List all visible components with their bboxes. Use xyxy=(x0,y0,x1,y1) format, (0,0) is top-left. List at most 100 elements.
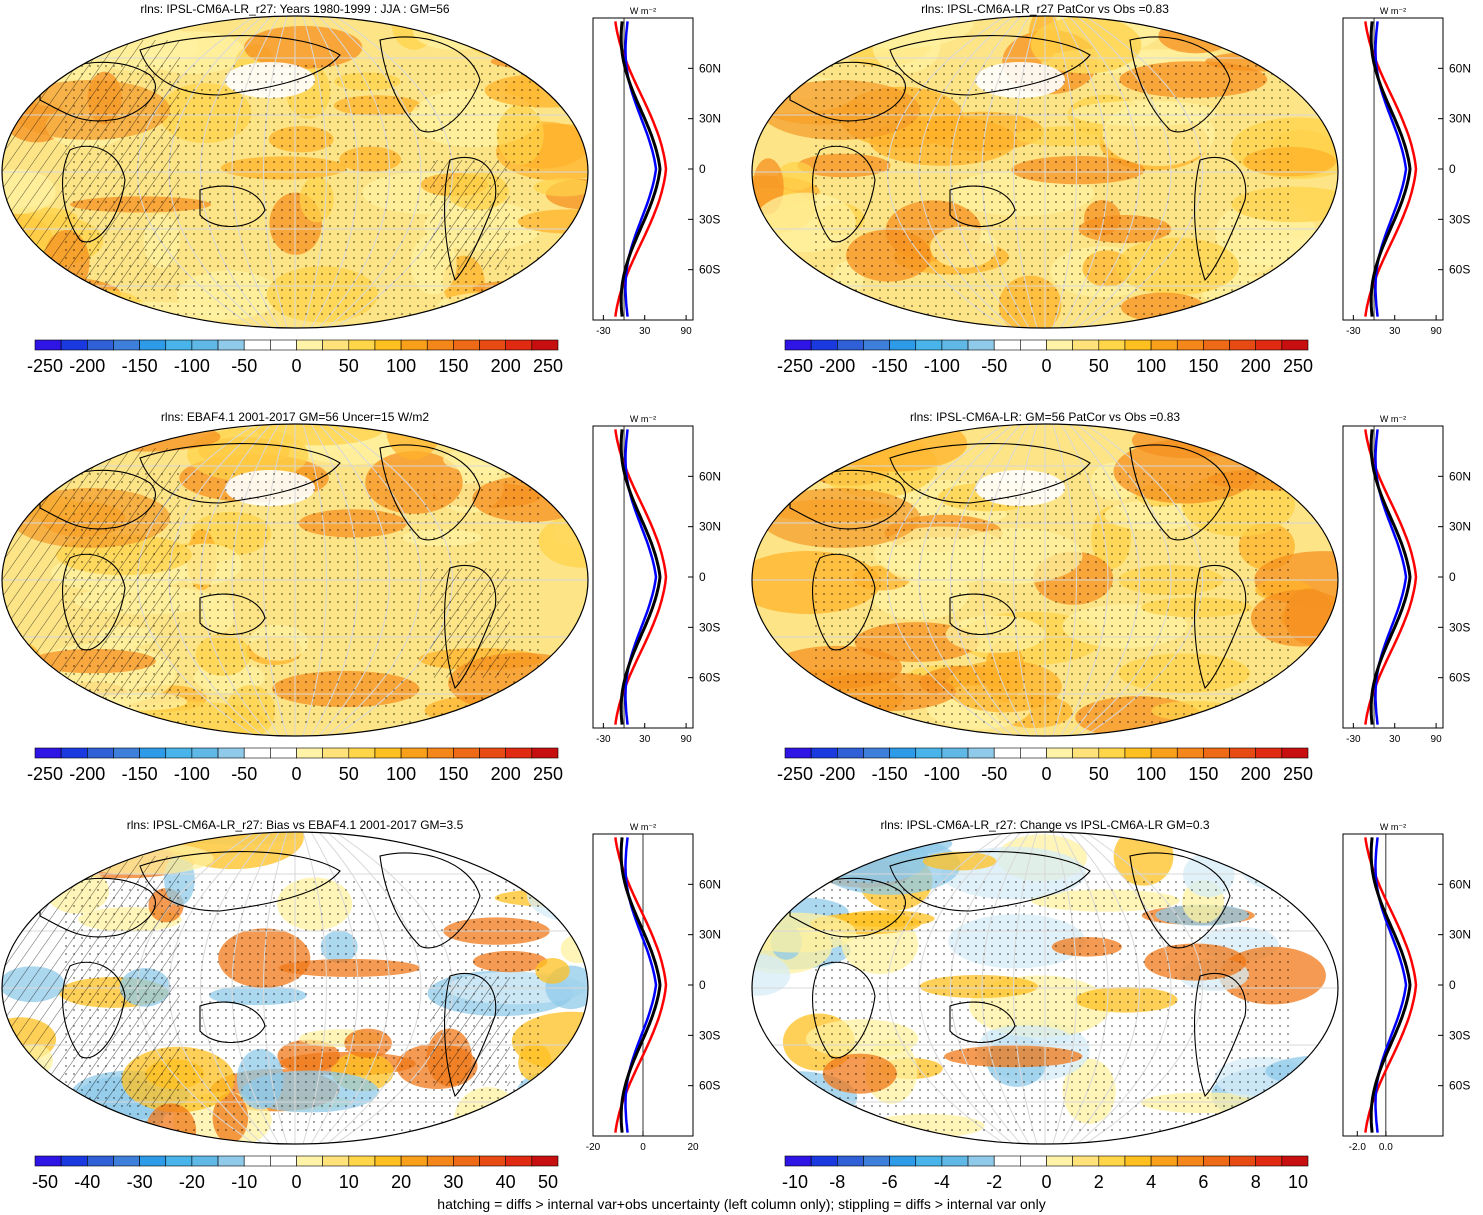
colorbar-tick-label: -10 xyxy=(782,1172,808,1192)
zonal-profile: W m⁻² 60N 30N 0 30S 60S -30 30 90 xyxy=(1342,414,1471,745)
lat-tick-label: 30N xyxy=(699,520,721,534)
world-map xyxy=(752,832,1338,1144)
lat-tick-label: 60N xyxy=(699,61,721,75)
colorbar-tick-label: -250 xyxy=(27,356,63,376)
profile-x-tick-label: 0.0 xyxy=(1379,1142,1393,1153)
profile-x-tick-label: 20 xyxy=(687,1142,699,1153)
lat-tick-label: 30N xyxy=(1449,520,1471,534)
lat-tick-label: 60N xyxy=(1449,469,1471,483)
panel-title: rlns: IPSL-CM6A-LR: GM=56 PatCor vs Obs … xyxy=(909,410,1181,424)
profile-x-tick-label: 90 xyxy=(1431,326,1443,337)
lat-tick-label: 0 xyxy=(699,978,706,992)
profile-unit-label: W m⁻² xyxy=(630,6,656,16)
lat-tick-label: 30N xyxy=(699,928,721,942)
colorbar: -250 -200 -150 -100 -50 0 50 100 150 200 250 xyxy=(777,339,1313,376)
lat-tick-label: 0 xyxy=(1449,570,1456,584)
profile-x-tick-label: 0 xyxy=(640,1142,646,1153)
obs-profile-line xyxy=(1364,837,1418,1133)
model-profile-line xyxy=(1369,21,1412,317)
panel-title: rlns: IPSL-CM6A-LR_r27: Bias vs EBAF4.1 … xyxy=(126,818,464,832)
profile-x-tick-label: 30 xyxy=(1389,734,1401,745)
colorbar-tick-label: 50 xyxy=(339,764,359,784)
model-profile-line xyxy=(1369,837,1412,1133)
world-map xyxy=(752,16,1338,328)
lat-tick-label: 60S xyxy=(699,671,720,685)
lat-tick-label: 60N xyxy=(1449,61,1471,75)
colorbar-tick-label: 150 xyxy=(1188,356,1218,376)
colorbar-tick-label: 100 xyxy=(1136,356,1166,376)
colorbar-tick-label: 0 xyxy=(1041,764,1051,784)
lat-tick-label: 60N xyxy=(699,469,721,483)
world-map xyxy=(2,16,588,328)
obs-profile-line xyxy=(614,21,668,317)
colorbar-tick-label: 4 xyxy=(1146,1172,1156,1192)
colorbar-tick-label: 150 xyxy=(1188,764,1218,784)
figure-footer: hatching = diffs > internal var+obs unce… xyxy=(437,1196,1046,1212)
colorbar-tick-label: 250 xyxy=(533,356,563,376)
panel-graphic: -10 -8 -6 -4 -2 0 2 4 6 8 10 W m⁻² 60N 30N 0 30S 60S -2.0… xyxy=(751,822,1471,1192)
lat-tick-label: 30N xyxy=(699,112,721,126)
profile-x-tick-label: 30 xyxy=(639,326,651,337)
panel-4: rlns: IPSL-CM6A-LR: GM=56 PatCor vs Obs … xyxy=(750,408,1483,798)
colorbar-tick-label: -50 xyxy=(981,356,1007,376)
panel-3: rlns: EBAF4.1 2001-2017 GM=56 Uncer=15 W… xyxy=(0,408,733,798)
colorbar-tick-label: -4 xyxy=(934,1172,950,1192)
panel-graphic: -250 -200 -150 -100 -50 0 50 100 150 200 250 W m⁻² 6… xyxy=(1,414,721,784)
profile-unit-label: W m⁻² xyxy=(1380,6,1406,16)
profile-unit-label: W m⁻² xyxy=(630,822,656,832)
colorbar-tick-label: -150 xyxy=(872,356,908,376)
colorbar: -250 -200 -150 -100 -50 0 50 100 150 200 250 xyxy=(27,747,563,784)
colorbar-tick-label: -200 xyxy=(69,356,105,376)
panel-title: rlns: EBAF4.1 2001-2017 GM=56 Uncer=15 W… xyxy=(160,410,430,424)
profile-x-tick-label: 90 xyxy=(681,326,693,337)
colorbar: -10 -8 -6 -4 -2 0 2 4 6 8 10 xyxy=(782,1155,1309,1192)
zonal-profile: W m⁻² 60N 30N 0 30S 60S -30 30 90 xyxy=(1342,6,1471,337)
colorbar-tick-label: 0 xyxy=(291,356,301,376)
lat-tick-label: 30S xyxy=(1449,620,1470,634)
colorbar-tick-label: -50 xyxy=(32,1172,58,1192)
colorbar-tick-label: -200 xyxy=(819,764,855,784)
colorbar-tick-label: -200 xyxy=(819,356,855,376)
lat-tick-label: 30S xyxy=(699,620,720,634)
profile-x-tick-label: -30 xyxy=(1346,734,1361,745)
colorbar-tick-label: -100 xyxy=(174,356,210,376)
colorbar-tick-label: -10 xyxy=(231,1172,257,1192)
obs-profile-line xyxy=(614,837,668,1133)
colorbar-tick-label: 0 xyxy=(291,1172,301,1192)
lat-tick-label: 0 xyxy=(699,570,706,584)
colorbar-tick-label: 100 xyxy=(1136,764,1166,784)
colorbar: -50 -40 -30 -20 -10 0 10 20 30 40 50 xyxy=(32,1155,559,1192)
colorbar-tick-label: -100 xyxy=(174,764,210,784)
profile-unit-label: W m⁻² xyxy=(1380,822,1406,832)
profile-x-tick-label: 90 xyxy=(681,734,693,745)
profile-x-tick-label: 30 xyxy=(1389,326,1401,337)
colorbar-tick-label: 0 xyxy=(1041,1172,1051,1192)
zonal-profile: W m⁻² 60N 30N 0 30S 60S -30 30 90 xyxy=(592,414,721,745)
colorbar-tick-label: 50 xyxy=(339,356,359,376)
world-map xyxy=(2,832,588,1144)
colorbar-tick-label: -20 xyxy=(179,1172,205,1192)
colorbar-tick-label: 100 xyxy=(386,356,416,376)
lat-tick-label: 60N xyxy=(699,877,721,891)
panel-graphic: -250 -200 -150 -100 -50 0 50 100 150 200 250 W m⁻² 6… xyxy=(751,6,1471,376)
colorbar-tick-label: -250 xyxy=(27,764,63,784)
world-map xyxy=(2,424,588,736)
lat-tick-label: 60S xyxy=(1449,671,1470,685)
obs-profile-line xyxy=(614,429,668,725)
panel-6: rlns: IPSL-CM6A-LR_r27: Change vs IPSL-C… xyxy=(750,816,1483,1206)
zonal-profile: W m⁻² 60N 30N 0 30S 60S -20 0 20 xyxy=(586,822,721,1153)
colorbar-tick-label: -8 xyxy=(829,1172,845,1192)
colorbar: -250 -200 -150 -100 -50 0 50 100 150 200 250 xyxy=(777,747,1313,784)
colorbar-tick-label: 0 xyxy=(291,764,301,784)
panel-5: rlns: IPSL-CM6A-LR_r27: Bias vs EBAF4.1 … xyxy=(0,816,733,1206)
colorbar-tick-label: -100 xyxy=(924,764,960,784)
colorbar-tick-label: 30 xyxy=(443,1172,463,1192)
colorbar-tick-label: 200 xyxy=(491,356,521,376)
colorbar-tick-label: 20 xyxy=(391,1172,411,1192)
colorbar-tick-label: -100 xyxy=(924,356,960,376)
colorbar-tick-label: 100 xyxy=(386,764,416,784)
obs-profile-line xyxy=(1364,21,1418,317)
lat-tick-label: 30S xyxy=(1449,212,1470,226)
colorbar-tick-label: 250 xyxy=(533,764,563,784)
colorbar-tick-label: -6 xyxy=(882,1172,898,1192)
